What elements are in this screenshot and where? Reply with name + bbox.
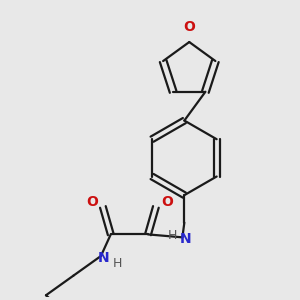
Text: O: O <box>161 195 173 209</box>
Text: O: O <box>86 195 98 209</box>
Text: N: N <box>179 232 191 246</box>
Text: N: N <box>98 251 110 265</box>
Text: H: H <box>113 257 122 270</box>
Text: O: O <box>183 20 195 34</box>
Text: H: H <box>168 229 177 242</box>
